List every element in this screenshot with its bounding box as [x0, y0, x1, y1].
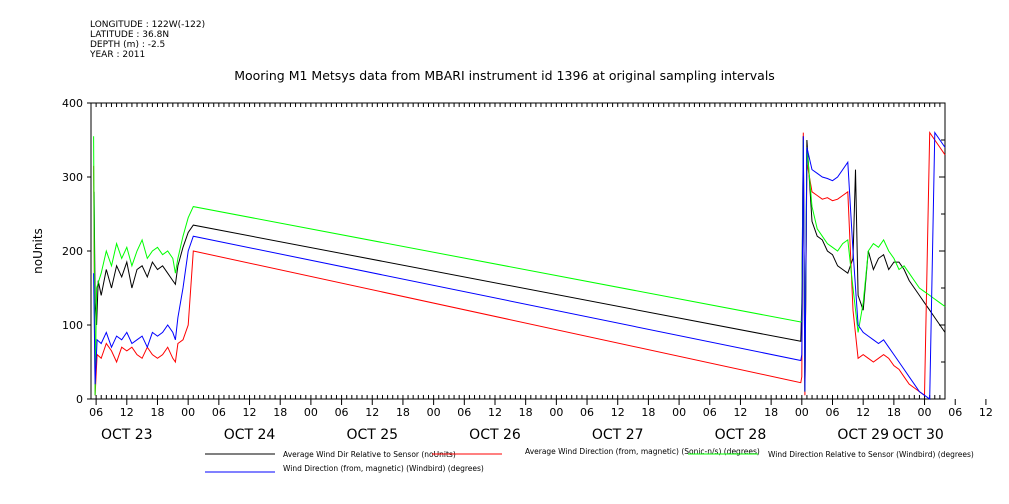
- mooring-metadata: LONGITUDE : 122W(-122) LATITUDE : 36.8N …: [90, 20, 205, 60]
- date-label: OCT 30: [892, 427, 944, 443]
- legend-entry-2: Wind Direction Relative to Sensor (Windb…: [768, 450, 974, 459]
- y-tick-label: 400: [62, 97, 83, 110]
- x-tick-label: 00: [918, 406, 932, 419]
- date-label: OCT 28: [715, 427, 767, 443]
- x-tick-label: 06: [335, 406, 349, 419]
- x-tick-label: 12: [365, 406, 379, 419]
- legend: Average Wind Dir Relative to Sensor (noU…: [205, 447, 974, 473]
- chart-title: Mooring M1 Metsys data from MBARI instru…: [234, 68, 775, 83]
- date-label: OCT 27: [592, 427, 644, 443]
- legend-entry-3: Wind Direction (from, magnetic) (Windbir…: [283, 464, 484, 473]
- series-line-3: [93, 131, 946, 400]
- x-tick-label: 12: [243, 406, 257, 419]
- date-label: OCT 26: [469, 427, 521, 443]
- date-label: OCT 29: [837, 427, 889, 443]
- x-tick-label: 00: [304, 406, 318, 419]
- plot-frame: [90, 102, 946, 400]
- x-tick-label: 06: [212, 406, 226, 419]
- depth-text: DEPTH (m) : -2.5: [90, 40, 166, 50]
- x-tick-label: 06: [89, 406, 103, 419]
- x-tick-label: 12: [611, 406, 625, 419]
- x-tick-label: 12: [979, 406, 993, 419]
- y-tick-label: 300: [62, 171, 83, 184]
- x-tick-label: 00: [427, 406, 441, 419]
- x-tick-label: 12: [120, 406, 134, 419]
- legend-entry-1: Average Wind Direction (from, magnetic) …: [525, 447, 760, 456]
- x-tick-label: 06: [580, 406, 594, 419]
- date-label: OCT 23: [101, 427, 153, 443]
- longitude-text: LONGITUDE : 122W(-122): [90, 20, 206, 30]
- y-tick-label: 0: [76, 393, 83, 406]
- series-line-2: [93, 136, 946, 396]
- date-label: OCT 25: [346, 427, 398, 443]
- series-layer: [93, 131, 946, 400]
- y-tick-label: 100: [62, 319, 83, 332]
- x-tick-label: 18: [150, 406, 164, 419]
- x-tick-label: 12: [488, 406, 502, 419]
- x-tick-label: 18: [396, 406, 410, 419]
- date-label: OCT 24: [224, 427, 276, 443]
- x-tick-label: 00: [181, 406, 195, 419]
- x-tick-label: 00: [672, 406, 686, 419]
- x-tick-label: 12: [733, 406, 747, 419]
- x-tick-label: 06: [948, 406, 962, 419]
- x-tick-label: 00: [549, 406, 563, 419]
- x-tick-label: 18: [273, 406, 287, 419]
- x-tick-label: 06: [457, 406, 471, 419]
- series-line-0: [93, 136, 946, 392]
- y-axis-label: noUnits: [31, 228, 45, 274]
- x-tick-label: 18: [887, 406, 901, 419]
- x-tick-label: 12: [856, 406, 870, 419]
- x-tick-label: 00: [795, 406, 809, 419]
- x-tick-label: 18: [519, 406, 533, 419]
- x-tick-label: 06: [825, 406, 839, 419]
- year-text: YEAR : 2011: [90, 50, 146, 60]
- plot-axes: 0 100 200 300 400 noUnits 06 12 18 00 06 12 18 00 06 12…: [31, 97, 993, 443]
- latitude-text: LATITUDE : 36.8N: [90, 30, 170, 40]
- series-line-1: [93, 131, 946, 397]
- x-tick-label: 18: [641, 406, 655, 419]
- x-tick-label: 18: [764, 406, 778, 419]
- x-tick-label: 06: [703, 406, 717, 419]
- y-tick-label: 200: [62, 245, 83, 258]
- legend-entry-0: Average Wind Dir Relative to Sensor (noU…: [283, 450, 456, 459]
